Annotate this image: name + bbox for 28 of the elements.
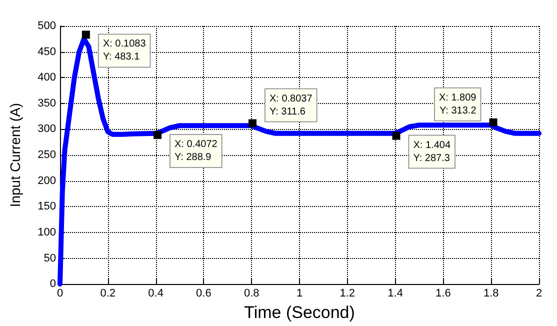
x-tick-label: 2 xyxy=(536,288,542,300)
y-tick-label: 150 xyxy=(38,200,56,213)
annotation: X: 0.4072 Y: 288.9 xyxy=(174,138,218,163)
annotation: X: 0.8037 Y: 311.6 xyxy=(269,93,313,118)
x-tick-label: 1.2 xyxy=(340,288,356,300)
y-tick-label: 100 xyxy=(38,226,56,238)
annotation: X: 0.1083 Y: 483.1 xyxy=(102,38,146,63)
x-tick-label: 1.6 xyxy=(436,288,451,300)
x-tick-label: 0.6 xyxy=(196,288,212,300)
y-tick-label: 200 xyxy=(38,174,56,187)
x-tick-label: 0.2 xyxy=(100,288,116,300)
y-tick-label: 450 xyxy=(38,46,56,58)
x-tick-label: 1 xyxy=(296,288,303,300)
y-tick-label: 350 xyxy=(38,97,56,110)
y-axis-title: Input Current (A) xyxy=(7,102,23,208)
y-tick-label: 300 xyxy=(38,123,56,136)
x-axis-title: Time (Second) xyxy=(244,303,355,322)
y-tick-label: 500 xyxy=(38,20,56,32)
annotation: X: 1.404 Y: 287.3 xyxy=(413,140,451,164)
y-tick-label: 250 xyxy=(38,149,56,162)
y-tick-label: 50 xyxy=(44,252,56,264)
y-tick-label: 400 xyxy=(38,72,56,84)
x-tick-label: 0.8 xyxy=(244,288,260,300)
y-tick-label: 0 xyxy=(50,278,56,290)
x-tick-label: 1.4 xyxy=(388,288,403,300)
x-tick-label: 0.4 xyxy=(148,288,164,300)
x-tick-label: 1.8 xyxy=(483,288,499,300)
annotation: X: 1.809 Y: 313.2 xyxy=(438,92,477,116)
